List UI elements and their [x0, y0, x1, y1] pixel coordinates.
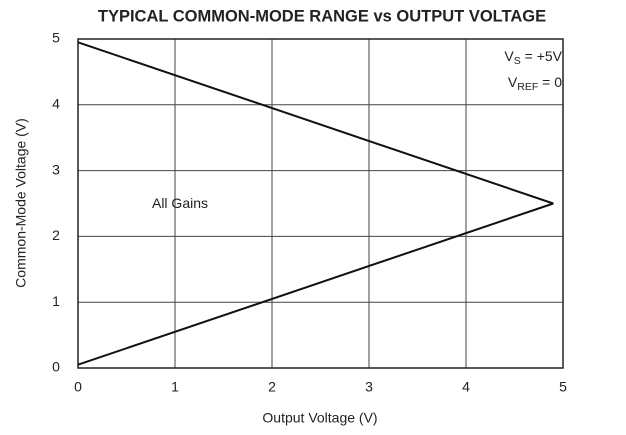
x-tick-label: 4: [462, 379, 470, 395]
annotation-text: V: [504, 48, 514, 64]
y-tick-label: 0: [52, 359, 60, 375]
annotation-text: V: [508, 74, 518, 90]
x-tick-label: 3: [365, 379, 373, 395]
y-tick-label: 5: [52, 30, 60, 46]
x-tick-label: 1: [171, 379, 179, 395]
annotation: VS = +5V: [504, 48, 562, 67]
plot-frame: [77, 38, 564, 369]
annotation-subscript: S: [514, 55, 521, 67]
y-tick-label: 2: [52, 227, 60, 243]
annotation-subscript: REF: [517, 81, 538, 93]
data-line: [77, 41, 554, 205]
chart-title: TYPICAL COMMON-MODE RANGE vs OUTPUT VOLT…: [98, 7, 546, 25]
y-tick-label: 1: [52, 293, 60, 309]
x-tick-label: 5: [559, 379, 567, 395]
annotation-text: All Gains: [152, 195, 208, 211]
y-tick-label: 4: [52, 96, 60, 112]
y-axis-label: Common-Mode Voltage (V): [13, 118, 29, 288]
x-tick-label: 2: [268, 379, 276, 395]
y-tick-label: 3: [52, 161, 60, 177]
x-axis-label: Output Voltage (V): [262, 410, 377, 426]
annotation: VREF = 0: [508, 74, 562, 93]
x-tick-label: 0: [74, 379, 82, 395]
data-line: [77, 202, 554, 366]
annotation-text: = +5V: [521, 48, 563, 64]
annotation-text: = 0: [538, 74, 562, 90]
annotation: All Gains: [152, 195, 208, 211]
